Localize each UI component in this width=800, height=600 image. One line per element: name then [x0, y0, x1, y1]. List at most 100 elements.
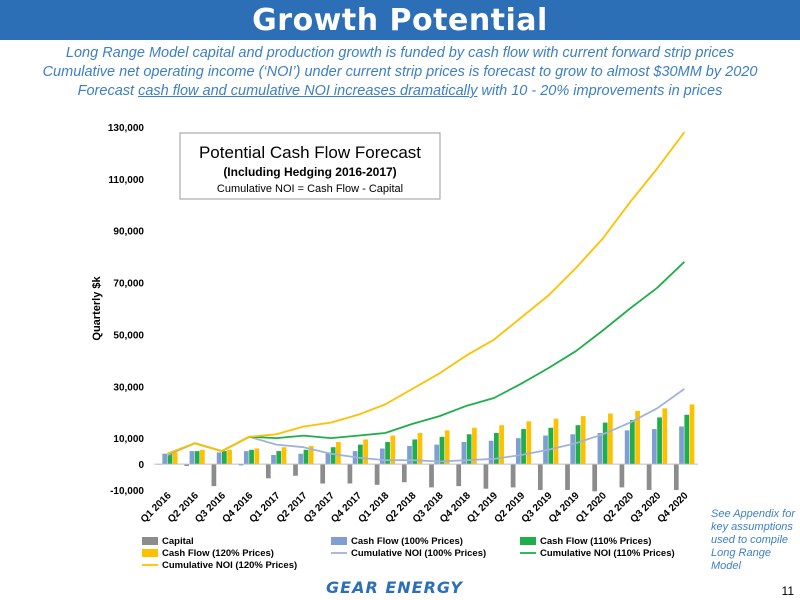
- bar-capital: [619, 464, 625, 488]
- bar-cf100: [651, 429, 657, 465]
- appendix-note: See Appendix for key assumptions used to…: [711, 508, 795, 572]
- bar-cf100: [407, 445, 412, 465]
- bar-capital: [265, 464, 271, 479]
- bar-cf100: [162, 453, 168, 465]
- bar-cf110: [222, 451, 227, 465]
- y-tick-label: 30,000: [113, 382, 144, 393]
- subtitle-line-1: Long Range Model capital and production …: [65, 45, 735, 61]
- bar-capital: [537, 464, 543, 490]
- bar-capital: [673, 464, 679, 490]
- bar-cf120: [472, 427, 477, 465]
- bar-cf100: [624, 430, 630, 465]
- bar-cf120: [526, 421, 532, 465]
- bar-cf120: [635, 410, 640, 465]
- bar-capital: [456, 464, 462, 487]
- bar-cf100: [189, 451, 195, 465]
- bar-cf100: [379, 448, 385, 465]
- chart-title-box: Potential Cash Flow Forecast (Including …: [179, 132, 441, 200]
- bar-cf100: [243, 451, 249, 465]
- bar-cf120: [608, 413, 613, 465]
- bar-capital: [401, 464, 407, 483]
- y-tick-label: 50,000: [113, 330, 144, 341]
- y-axis-label: Quarterly $k: [91, 276, 103, 341]
- page-title: Growth Potential: [252, 2, 548, 38]
- subtitle-line-3-underlined: cash flow and cumulative NOI increases d…: [138, 83, 478, 99]
- bar-cf110: [466, 434, 472, 465]
- bar-cf100: [325, 452, 331, 465]
- chart-subtitle: (Including Hedging 2016-2017): [223, 165, 396, 179]
- bar-cf120: [227, 449, 232, 465]
- bar-cf100: [434, 444, 440, 465]
- chart-title-box-border: [179, 132, 441, 200]
- bar-cf110: [521, 429, 526, 465]
- bar-cf110: [657, 417, 662, 465]
- bar-cf120: [662, 408, 668, 465]
- bar-cf120: [254, 448, 260, 465]
- cash-flow-chart: -10,000 0 10,000 30,000 50,000 70,000 90,000 11…: [76, 110, 706, 585]
- bar-cf110: [575, 425, 581, 465]
- bar-cf120: [553, 418, 559, 465]
- bar-cf110: [358, 444, 363, 465]
- subtitle-line-3-start: Forecast: [77, 83, 139, 99]
- legend-label-cf110: Cash Flow (110% Prices): [540, 536, 651, 547]
- bar-cf110: [385, 442, 390, 465]
- bar-cf100: [216, 452, 222, 465]
- bar-capital: [293, 464, 298, 476]
- line-noi100: [167, 388, 685, 463]
- legend-swatch-cf100: [331, 537, 347, 545]
- legend-label-cf120: Cash Flow (120% Prices): [162, 548, 274, 559]
- subtitle-line-2: Cumulative net operating income (‘NOI’) …: [42, 64, 758, 80]
- bar-cf110: [602, 422, 608, 465]
- y-tick-label: 130,000: [108, 123, 145, 134]
- bar-cf120: [336, 442, 341, 465]
- bar-cf110: [303, 449, 309, 465]
- bar-cf120: [308, 445, 314, 465]
- bar-cf100: [488, 440, 494, 465]
- bar-capital: [592, 464, 598, 492]
- bar-cf110: [167, 452, 173, 465]
- y-tick-label: 10,000: [113, 434, 144, 445]
- bar-capital: [320, 464, 326, 484]
- bar-cf120: [200, 449, 205, 465]
- legend-swatch-cf120: [142, 549, 158, 557]
- legend-label-cf100: Cash Flow (100% Prices): [351, 536, 463, 547]
- bar-cf120: [417, 432, 423, 465]
- chart-subtitle-2: Cumulative NOI = Cash Flow - Capital: [217, 183, 403, 195]
- page-number: 11: [781, 584, 794, 598]
- chart-svg: -10,000 0 10,000 30,000 50,000 70,000 90,000 11…: [91, 123, 698, 571]
- y-tick-label: 0: [138, 460, 144, 471]
- bar-cf110: [194, 451, 200, 465]
- bar-capital: [429, 464, 434, 488]
- bar-cf110: [630, 419, 635, 465]
- bar-cf100: [515, 438, 521, 465]
- bar-capital: [565, 464, 570, 490]
- bar-capital: [184, 464, 190, 466]
- bar-cf100: [597, 432, 603, 465]
- bar-cf120: [444, 430, 450, 465]
- legend-swatch-capital: [142, 537, 158, 545]
- bar-cf120: [499, 425, 504, 465]
- legend-label-capital: Capital: [162, 536, 194, 547]
- bar-cf120: [363, 439, 368, 465]
- bar-cf100: [461, 442, 467, 465]
- bar-cf120: [281, 447, 287, 465]
- bar-cf110: [276, 451, 282, 465]
- bar-capital: [347, 464, 353, 484]
- bar-capital: [374, 464, 380, 485]
- bar-cf110: [548, 427, 554, 465]
- subtitle-line-3: Forecast cash flow and cumulative NOI in…: [0, 82, 800, 101]
- bar-capital: [211, 464, 217, 487]
- bar-cf120: [689, 404, 695, 465]
- bar-capital: [238, 464, 244, 466]
- bar-cf100: [271, 454, 276, 465]
- bar-cf110: [494, 432, 499, 465]
- legend-swatch-cf110: [520, 537, 536, 545]
- bar-cf120: [390, 435, 396, 465]
- y-tick-label: 110,000: [108, 175, 144, 186]
- y-tick-label: 70,000: [113, 279, 144, 290]
- y-tick-label: 90,000: [113, 227, 144, 238]
- title-banner: Growth Potential: [0, 0, 800, 40]
- chart-title: Potential Cash Flow Forecast: [199, 143, 421, 162]
- bar-capital: [483, 464, 489, 489]
- bar-cf110: [412, 439, 418, 465]
